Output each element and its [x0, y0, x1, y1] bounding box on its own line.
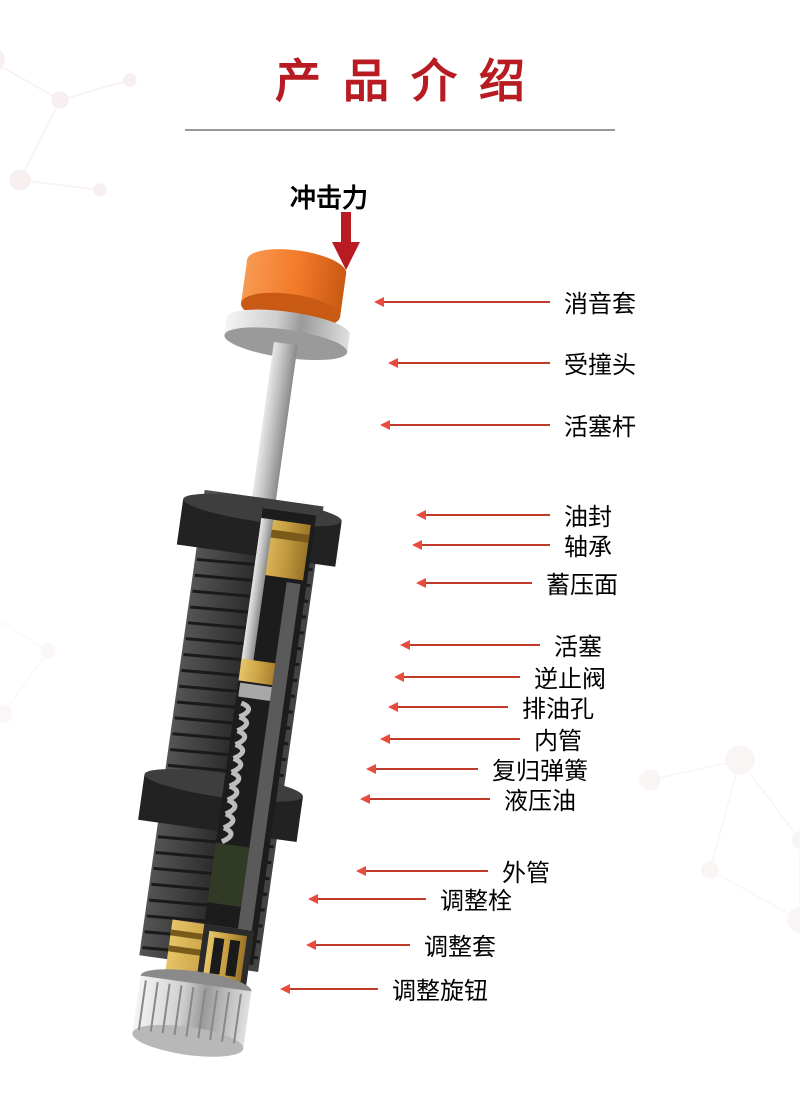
- callout-line: [376, 768, 478, 770]
- callout-arrowhead-icon: [306, 940, 316, 950]
- callout-arrowhead-icon: [400, 640, 410, 650]
- callout-line: [398, 362, 550, 364]
- callout-arrowhead-icon: [380, 420, 390, 430]
- callout-line: [410, 644, 540, 646]
- callout-row: 调整栓: [308, 881, 512, 916]
- callout-label: 受撞头: [564, 345, 636, 380]
- title-block: 产品介绍: [0, 45, 800, 131]
- callout-line: [390, 738, 520, 740]
- callout-row: 受撞头: [388, 345, 636, 380]
- callout-row: 调整套: [306, 927, 496, 962]
- page-title: 产品介绍: [0, 45, 800, 111]
- callout-label: 消音套: [564, 284, 636, 319]
- callout-label: 调整旋钮: [392, 971, 488, 1006]
- bg-molecule-bottom-right: [600, 720, 800, 980]
- callout-row: 活塞: [400, 627, 602, 662]
- callout-label: 轴承: [564, 527, 612, 562]
- callout-line: [390, 424, 550, 426]
- callout-label: 活塞: [554, 627, 602, 662]
- callout-row: 液压油: [360, 781, 576, 816]
- callout-arrowhead-icon: [394, 672, 404, 682]
- callout-arrowhead-icon: [416, 578, 426, 588]
- callout-arrowhead-icon: [280, 984, 290, 994]
- callout-row: 轴承: [412, 527, 612, 562]
- title-underline: [185, 129, 615, 131]
- callout-label: 排油孔: [522, 689, 594, 724]
- callout-line: [366, 870, 488, 872]
- callout-label: 液压油: [504, 781, 576, 816]
- callout-label: 蓄压面: [546, 565, 618, 600]
- callout-line: [318, 898, 426, 900]
- callout-arrowhead-icon: [412, 540, 422, 550]
- callout-line: [426, 514, 550, 516]
- callout-label: 调整套: [424, 927, 496, 962]
- callout-label: 活塞杆: [564, 407, 636, 442]
- callout-arrowhead-icon: [366, 764, 376, 774]
- impact-force-label: 冲击力: [290, 178, 368, 215]
- callout-arrowhead-icon: [374, 297, 384, 307]
- callout-line: [398, 706, 508, 708]
- callout-line: [290, 988, 378, 990]
- callout-row: 活塞杆: [380, 407, 636, 442]
- callout-arrowhead-icon: [416, 510, 426, 520]
- callout-label: 调整栓: [440, 881, 512, 916]
- callout-row: 消音套: [374, 284, 636, 319]
- callout-line: [384, 301, 550, 303]
- callout-arrowhead-icon: [388, 358, 398, 368]
- callout-row: 调整旋钮: [280, 971, 488, 1006]
- callout-arrowhead-icon: [388, 702, 398, 712]
- callout-line: [370, 798, 490, 800]
- callout-arrowhead-icon: [360, 794, 370, 804]
- callout-arrowhead-icon: [356, 866, 366, 876]
- callout-line: [426, 582, 532, 584]
- callout-row: 蓄压面: [416, 565, 618, 600]
- callout-row: 排油孔: [388, 689, 594, 724]
- callout-arrowhead-icon: [308, 894, 318, 904]
- callout-line: [422, 544, 550, 546]
- callout-arrowhead-icon: [380, 734, 390, 744]
- callout-line: [316, 944, 410, 946]
- callout-line: [404, 676, 520, 678]
